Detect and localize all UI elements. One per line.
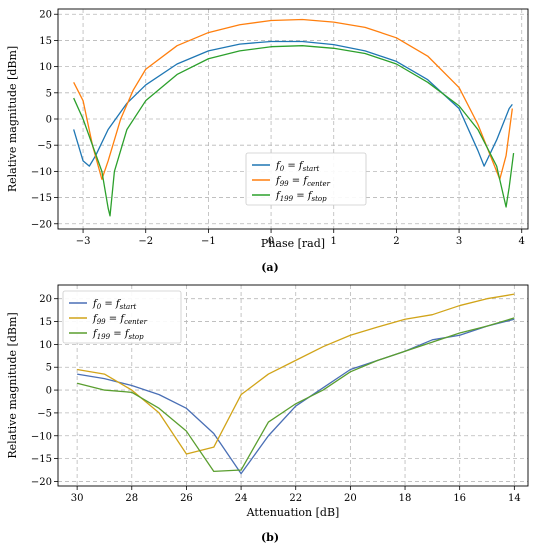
x-tick-label: −2 (138, 236, 153, 247)
y-tick-label: −10 (31, 167, 52, 178)
y-tick-label: 20 (39, 10, 52, 21)
x-tick-label: 22 (289, 493, 302, 504)
y-tick-label: 5 (46, 88, 52, 99)
y-tick-label: 0 (46, 386, 52, 397)
legend-box (62, 290, 182, 344)
y-tick-label: −10 (31, 431, 52, 442)
plot-frame (57, 284, 529, 487)
x-tick-label: 2 (393, 236, 399, 247)
x-tick-label: −1 (201, 236, 216, 247)
legend-entry: f199 = fstop (275, 191, 327, 204)
legend-entry: f0 = fstart (92, 299, 137, 312)
y-tick-label: 15 (39, 317, 52, 328)
figure-caption: (a) (261, 261, 279, 274)
y-tick-label: −5 (37, 141, 52, 152)
x-tick-label: −3 (76, 236, 91, 247)
x-tick-label: 16 (453, 493, 466, 504)
y-tick-label: 0 (46, 115, 52, 126)
x-tick-label: 30 (71, 493, 84, 504)
series-line-0 (73, 40, 513, 167)
legend-entry: f199 = fstop (92, 329, 144, 342)
y-tick-label: 5 (46, 363, 52, 374)
series-line-199 (76, 317, 515, 473)
y-tick-label: −5 (37, 408, 52, 419)
series-line-199 (73, 45, 515, 217)
series-line-99 (73, 18, 513, 180)
legend: f0 = fstart f99 = fcenter f199 = fstop (245, 152, 367, 206)
y-tick-label: −20 (31, 477, 52, 488)
x-tick-label: 24 (235, 493, 248, 504)
legend: f0 = fstart f99 = fcenter f199 = fstop (62, 290, 182, 344)
x-tick-label: 20 (344, 493, 357, 504)
x-axis-label: Attenuation [dB] (246, 506, 340, 519)
chart-b: 30 28 26 24 22 20 18 16 14 −20 −15 −10 −5 0 5 10 15 20 f0 … (6, 284, 529, 544)
y-tick-label: −15 (31, 454, 52, 465)
x-tick-label: 3 (456, 236, 462, 247)
legend-box (245, 152, 367, 206)
series-line-0 (77, 318, 515, 475)
series-line-99 (77, 293, 515, 455)
y-axis-label: Relative magnitude [dBm] (6, 312, 19, 458)
x-tick-label: 4 (519, 236, 525, 247)
plot-frame (57, 8, 529, 230)
y-axis-label: Relative magnitude [dBm] (6, 46, 19, 192)
y-tick-label: 10 (39, 62, 52, 73)
x-tick-label: 28 (125, 493, 138, 504)
legend-entry: f99 = fcenter (275, 176, 331, 189)
legend-entry: f99 = fcenter (92, 314, 148, 327)
y-tick-label: −20 (31, 219, 52, 230)
y-tick-label: 10 (39, 340, 52, 351)
x-tick-label: 18 (399, 493, 412, 504)
legend-entry: f0 = fstart (275, 161, 320, 174)
figure-caption: (b) (261, 531, 279, 544)
x-tick-label: 1 (331, 236, 337, 247)
y-tick-label: 20 (39, 294, 52, 305)
y-tick-label: 15 (39, 36, 52, 47)
y-tick-label: −15 (31, 193, 52, 204)
x-tick-label: 14 (508, 493, 521, 504)
x-tick-label: 0 (268, 236, 274, 247)
x-axis-label: Phase [rad] (261, 237, 325, 250)
x-tick-label: 26 (180, 493, 193, 504)
